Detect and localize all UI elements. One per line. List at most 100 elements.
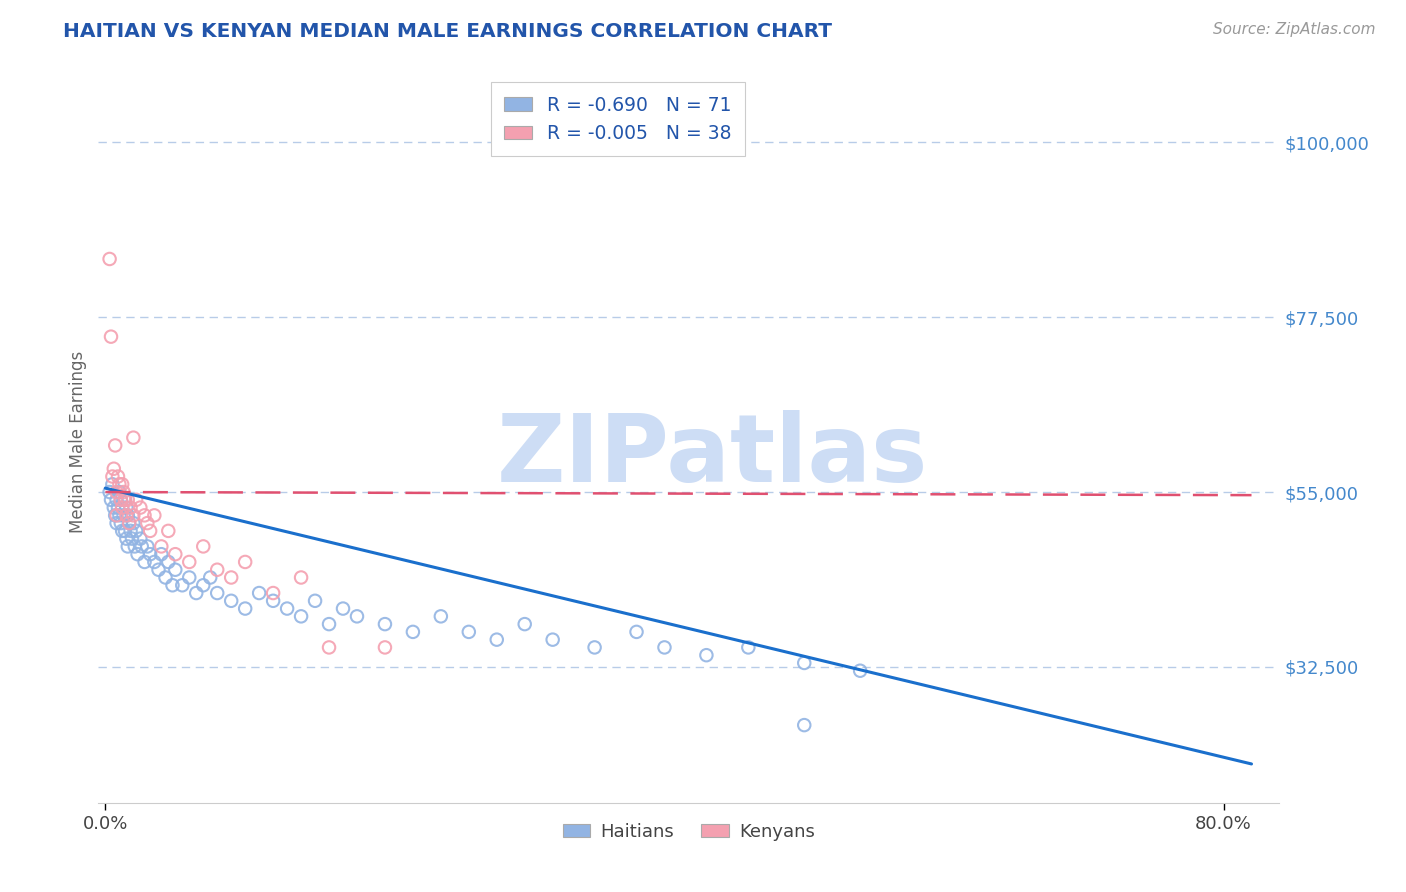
Point xyxy=(105,492,128,507)
Point xyxy=(103,500,125,515)
Text: HAITIAN VS KENYAN MEDIAN MALE EARNINGS CORRELATION CHART: HAITIAN VS KENYAN MEDIAN MALE EARNINGS C… xyxy=(63,22,832,41)
Point xyxy=(219,594,242,608)
Point xyxy=(98,252,121,266)
Point xyxy=(157,555,180,569)
Point xyxy=(193,540,215,554)
Point xyxy=(117,540,139,554)
Point xyxy=(120,524,142,538)
Point xyxy=(136,516,159,530)
Point xyxy=(374,640,396,655)
Point xyxy=(111,500,134,515)
Point xyxy=(233,555,256,569)
Point xyxy=(205,563,228,577)
Point xyxy=(114,492,136,507)
Point xyxy=(112,485,135,500)
Point xyxy=(205,586,228,600)
Point xyxy=(105,516,128,530)
Point xyxy=(110,492,132,507)
Point xyxy=(290,609,312,624)
Point xyxy=(129,532,152,546)
Point xyxy=(114,524,136,538)
Text: Source: ZipAtlas.com: Source: ZipAtlas.com xyxy=(1212,22,1375,37)
Point xyxy=(374,617,396,632)
Point xyxy=(125,524,148,538)
Point xyxy=(107,469,129,483)
Y-axis label: Median Male Earnings: Median Male Earnings xyxy=(69,351,87,533)
Point xyxy=(101,477,124,491)
Point xyxy=(101,469,124,483)
Point xyxy=(131,540,153,554)
Point xyxy=(127,547,149,561)
Point xyxy=(262,594,284,608)
Point xyxy=(186,586,208,600)
Point xyxy=(402,624,425,639)
Point xyxy=(120,500,142,515)
Point xyxy=(100,492,122,507)
Point xyxy=(150,547,173,561)
Point xyxy=(157,524,180,538)
Point xyxy=(124,540,146,554)
Point xyxy=(111,500,134,515)
Point xyxy=(485,632,508,647)
Point xyxy=(110,492,132,507)
Point xyxy=(114,492,136,507)
Point xyxy=(100,329,122,343)
Point xyxy=(150,540,173,554)
Point xyxy=(108,477,131,491)
Point xyxy=(179,555,201,569)
Legend: Haitians, Kenyans: Haitians, Kenyans xyxy=(555,815,823,848)
Point xyxy=(104,508,127,523)
Point xyxy=(143,508,166,523)
Point xyxy=(172,578,194,592)
Point xyxy=(118,516,141,530)
Point xyxy=(430,609,453,624)
Point xyxy=(121,532,143,546)
Point xyxy=(654,640,676,655)
Point xyxy=(247,586,270,600)
Point xyxy=(111,477,134,491)
Point xyxy=(193,578,215,592)
Point xyxy=(695,648,717,663)
Point xyxy=(112,508,135,523)
Point xyxy=(122,508,145,523)
Point xyxy=(304,594,326,608)
Point xyxy=(134,555,156,569)
Point xyxy=(115,508,138,523)
Point xyxy=(115,500,138,515)
Point xyxy=(219,570,242,584)
Point xyxy=(793,718,815,732)
Point xyxy=(134,508,156,523)
Point xyxy=(165,547,187,561)
Point xyxy=(318,640,340,655)
Point xyxy=(125,492,148,507)
Point xyxy=(103,461,125,475)
Point xyxy=(276,601,298,615)
Point xyxy=(162,578,184,592)
Point xyxy=(290,570,312,584)
Point xyxy=(98,485,121,500)
Point xyxy=(122,516,145,530)
Point xyxy=(318,617,340,632)
Point xyxy=(105,485,128,500)
Point xyxy=(233,601,256,615)
Point xyxy=(457,624,479,639)
Point xyxy=(793,656,815,670)
Point xyxy=(110,516,132,530)
Point xyxy=(107,500,129,515)
Point xyxy=(115,532,138,546)
Point xyxy=(541,632,564,647)
Point xyxy=(108,508,131,523)
Point xyxy=(626,624,648,639)
Point xyxy=(262,586,284,600)
Point xyxy=(129,500,152,515)
Point xyxy=(332,601,354,615)
Text: ZIPatlas: ZIPatlas xyxy=(496,410,928,502)
Point xyxy=(583,640,606,655)
Point xyxy=(104,438,127,452)
Point xyxy=(143,555,166,569)
Point xyxy=(139,524,162,538)
Point xyxy=(118,516,141,530)
Point xyxy=(200,570,222,584)
Point xyxy=(122,431,145,445)
Point xyxy=(148,563,170,577)
